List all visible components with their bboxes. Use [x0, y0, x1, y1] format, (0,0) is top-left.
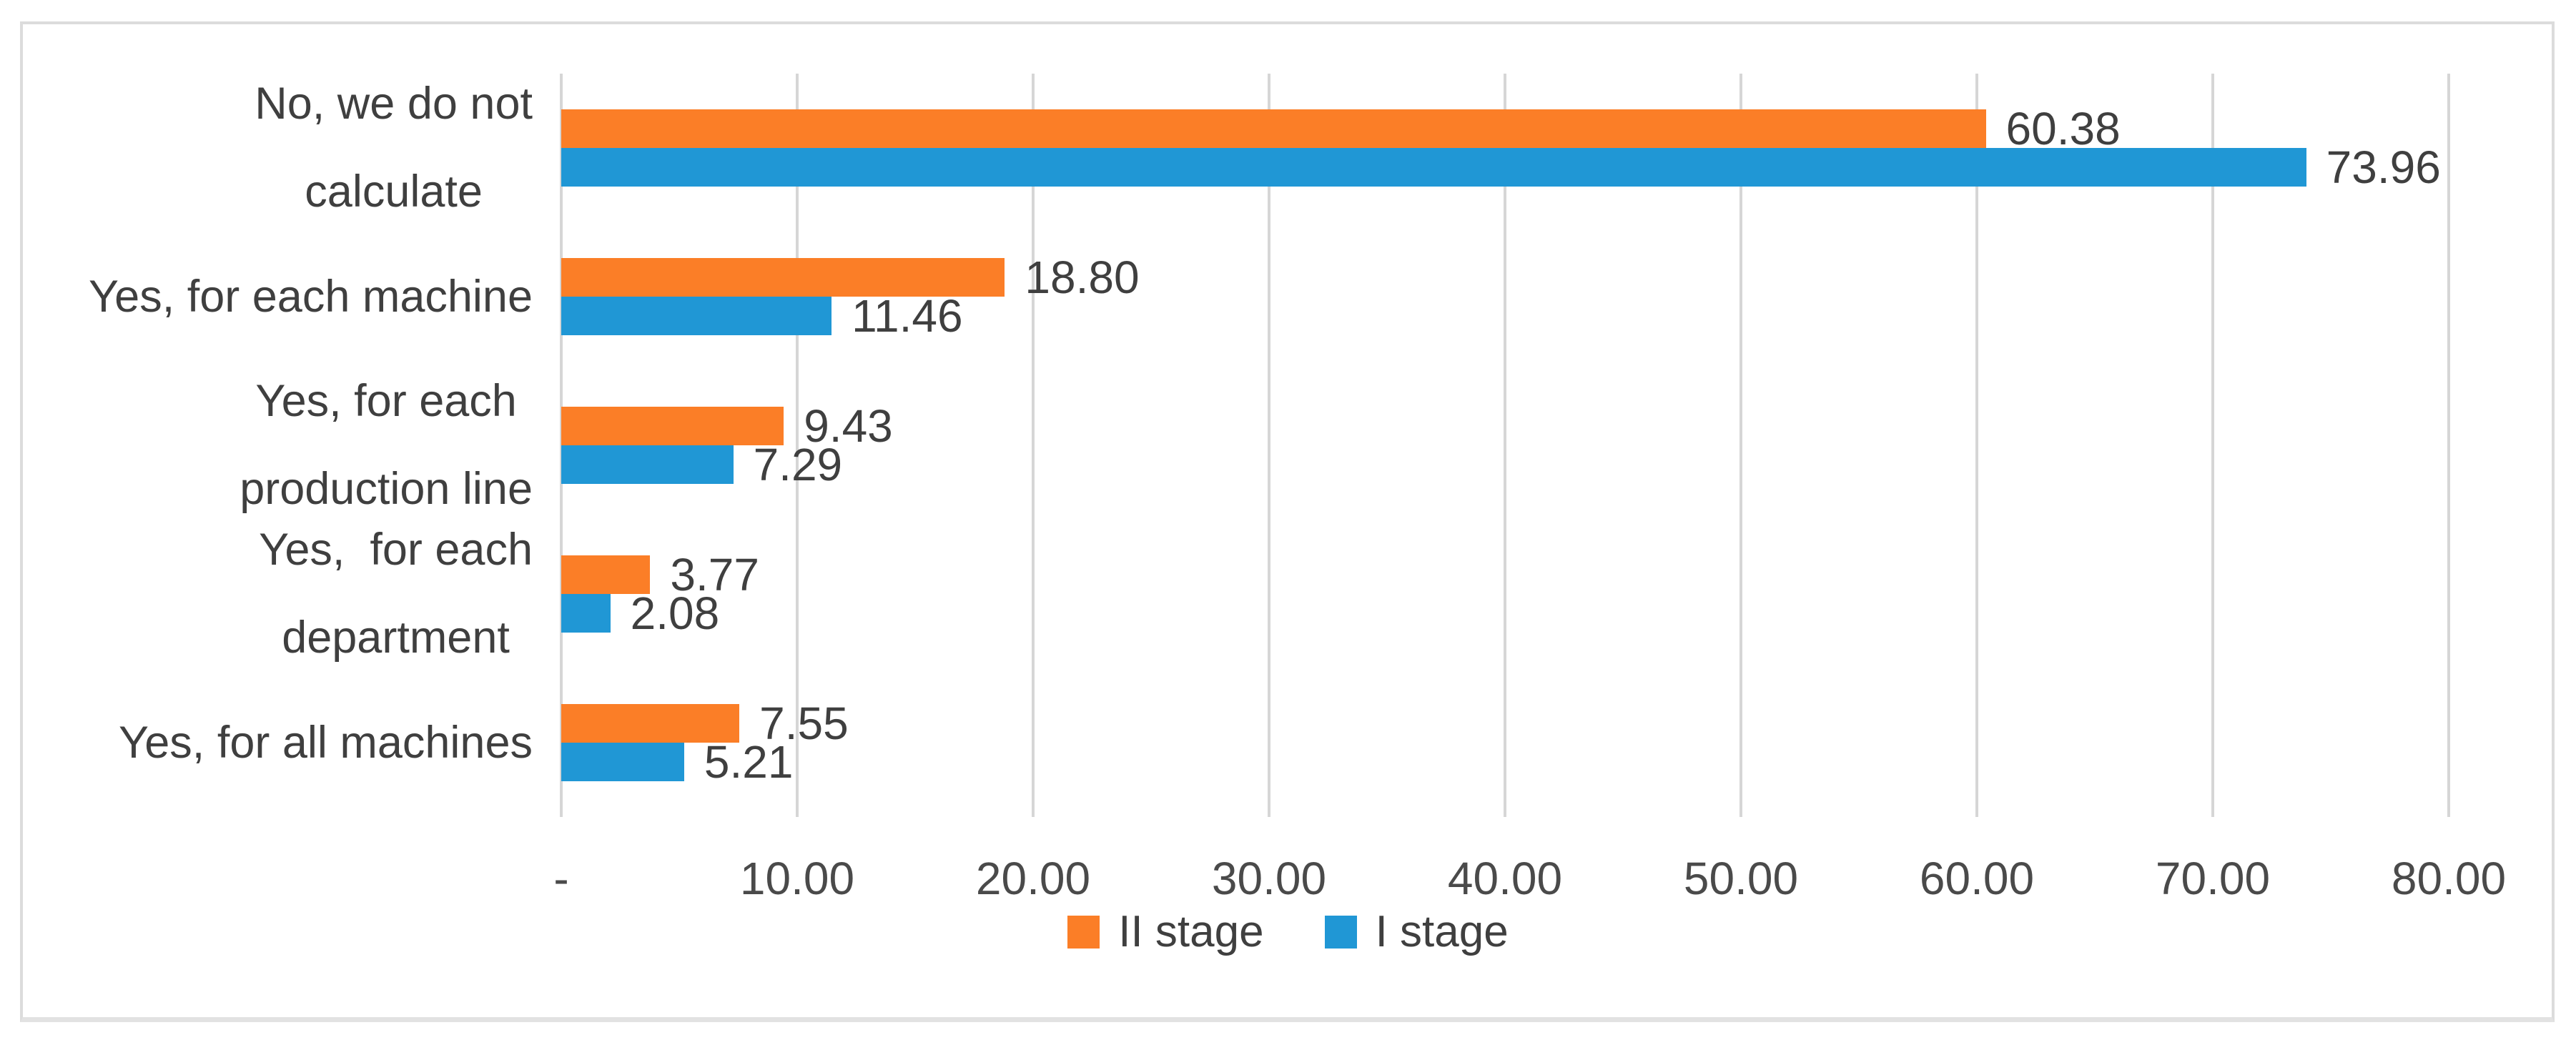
category-label: Yes, for each production line	[29, 371, 533, 520]
value-label: 9.43	[804, 400, 893, 452]
value-label: 7.29	[753, 439, 843, 490]
category-label-text: Yes, for each machine	[88, 271, 533, 322]
gridline	[1504, 74, 1506, 817]
legend-swatch	[1324, 915, 1357, 949]
category-label: Yes, for each department	[29, 520, 533, 668]
gridline	[2211, 74, 2214, 817]
x-tick-label: 50.00	[1683, 853, 1799, 904]
x-tick-label: 30.00	[1211, 853, 1327, 904]
gridline	[1975, 74, 1978, 817]
legend: II stage I stage	[0, 906, 2576, 957]
value-label: 60.38	[2005, 103, 2121, 154]
x-tick-label: 60.00	[1919, 853, 2035, 904]
bar-ii-stage	[561, 407, 784, 445]
value-label: 73.96	[2326, 142, 2441, 193]
bar-i-stage	[561, 743, 684, 781]
value-label: 18.80	[1025, 252, 1140, 303]
category-label-text: Yes, for each production line	[240, 376, 533, 514]
value-label: 5.21	[704, 736, 794, 788]
gridline	[2447, 74, 2450, 817]
legend-label: I stage	[1375, 907, 1509, 956]
bar-ii-stage	[561, 704, 740, 743]
gridline	[1268, 74, 1270, 817]
bar-ii-stage	[561, 109, 1986, 148]
legend-swatch	[1067, 915, 1100, 949]
x-tick-label: 40.00	[1447, 853, 1563, 904]
value-label: 11.46	[852, 290, 963, 342]
value-label: 2.08	[630, 588, 720, 639]
x-tick-label: -	[553, 853, 569, 904]
category-label: Yes, for each machine	[29, 222, 533, 371]
category-label-text: Yes, for all machines	[119, 717, 533, 768]
x-tick-label: 80.00	[2391, 853, 2507, 904]
gridline	[1739, 74, 1742, 817]
bar-i-stage	[561, 297, 832, 335]
chart-frame	[20, 21, 2555, 1022]
category-label: Yes, for all machines	[29, 668, 533, 817]
bar-i-stage	[561, 594, 611, 633]
bar-ii-stage	[561, 258, 1005, 297]
x-tick-label: 70.00	[2155, 853, 2271, 904]
x-tick-label: 20.00	[975, 853, 1091, 904]
legend-label: II stage	[1118, 907, 1264, 956]
bar-ii-stage	[561, 555, 651, 594]
x-tick-label: 10.00	[739, 853, 855, 904]
value-label: 3.77	[670, 549, 759, 600]
gridline	[1032, 74, 1035, 817]
value-label: 7.55	[759, 698, 849, 749]
legend-entry-ii-stage: II stage	[1067, 906, 1264, 957]
category-label: No, we do not calculate	[29, 74, 533, 222]
bar-i-stage	[561, 445, 734, 484]
category-label-text: No, we do not calculate	[255, 79, 533, 217]
category-label-text: Yes, for each department	[259, 525, 533, 663]
bar-i-stage	[561, 148, 2306, 187]
gridline	[796, 74, 799, 817]
legend-entry-i-stage: I stage	[1324, 906, 1509, 957]
